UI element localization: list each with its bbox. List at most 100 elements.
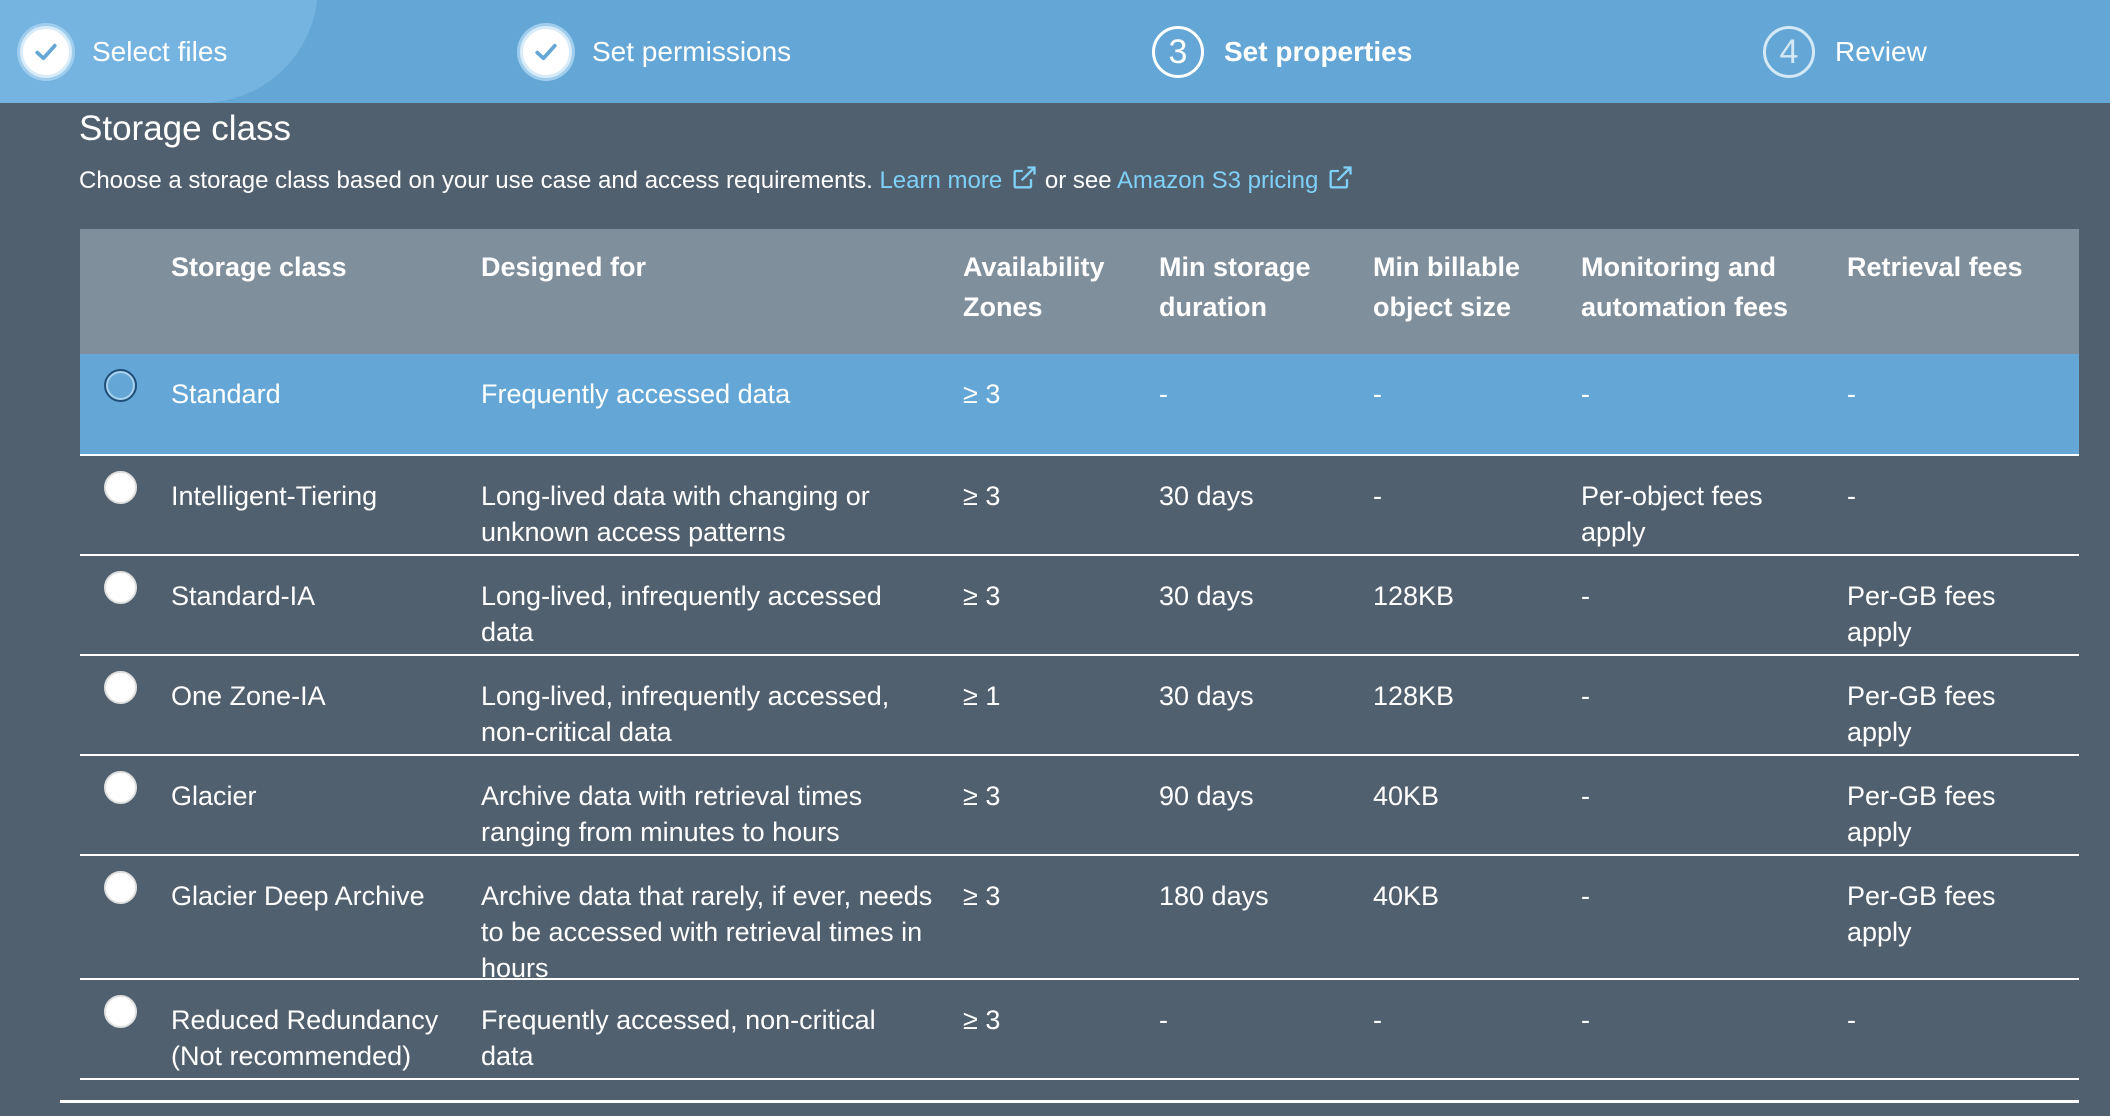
cell-line: Per-GB fees [1847, 681, 1996, 711]
cell-availability-zones: ≥ 3 [963, 781, 1001, 811]
cell-min-storage-duration: 30 days [1159, 581, 1254, 611]
cell-line: Frequently accessed data [481, 379, 791, 409]
cell-line: apply [1847, 717, 1912, 747]
cell-retrieval-fees: - [1847, 478, 1856, 514]
storage-class-radio[interactable] [104, 671, 137, 704]
cell-retrieval-fees: Per-GB fees apply [1847, 678, 1996, 750]
header-storage-class: Storage class [171, 252, 347, 282]
table-row[interactable]: Standard-IA Long-lived, infrequently acce… [80, 556, 2079, 656]
cell-min-storage-duration: 30 days [1159, 681, 1254, 711]
cell-line: non-critical data [481, 717, 672, 747]
cell-line: hours [481, 953, 549, 983]
step-select-files[interactable]: Select files [20, 25, 227, 79]
header-line: Monitoring and [1581, 252, 1776, 282]
cell-line: Per-GB fees [1847, 781, 1996, 811]
cell-line: data [481, 1041, 534, 1071]
cell-min-billable-size: - [1373, 1005, 1382, 1035]
cell-availability-zones: ≥ 3 [963, 881, 1001, 911]
cell-line: Frequently accessed, non-critical [481, 1005, 876, 1035]
cell-availability-zones: ≥ 3 [963, 481, 1001, 511]
storage-class-radio[interactable] [104, 995, 137, 1028]
step-label: Set permissions [592, 36, 792, 67]
step-label: Select files [92, 36, 228, 67]
cell-line: data [481, 617, 534, 647]
cell-line: Archive data with retrieval times [481, 781, 863, 811]
cell-min-billable-size: - [1373, 379, 1382, 409]
storage-class-radio[interactable] [104, 471, 137, 504]
header-min-billable-size: Min billable object size [1373, 247, 1520, 327]
cell-line: Per-GB fees [1847, 881, 1996, 911]
cell-retrieval-fees: - [1847, 376, 1856, 412]
step-label: Review [1835, 36, 1927, 67]
learn-more-link[interactable]: Learn more [879, 166, 1038, 194]
cell-availability-zones: ≥ 3 [963, 581, 1001, 611]
header-min-storage-duration: Min storage duration [1159, 247, 1311, 327]
step-number: 3 [1152, 26, 1204, 78]
cell-designed-for: Archive data that rarely, if ever, needs… [481, 878, 932, 986]
step-set-properties[interactable]: 3 Set properties [1152, 25, 1412, 79]
cell-line: to be accessed with retrieval times in [481, 917, 923, 947]
step-review[interactable]: 4 Review [1763, 25, 1927, 79]
cell-designed-for: Long-lived, infrequently accessed, non-cr… [481, 678, 889, 750]
header-line: Zones [963, 292, 1043, 322]
storage-class-radio[interactable] [104, 571, 137, 604]
cell-designed-for: Frequently accessed, non-critical data [481, 1002, 876, 1074]
header-line: Availability [963, 252, 1105, 282]
cell-monitoring-fees: - [1581, 376, 1590, 412]
storage-class-radio[interactable] [104, 871, 137, 904]
cell-line: - [1847, 1005, 1856, 1035]
cell-line: Glacier [171, 781, 257, 811]
check-icon [520, 26, 572, 78]
cell-line: - [1847, 481, 1856, 511]
cell-line: - [1581, 379, 1590, 409]
header-monitoring-fees: Monitoring and automation fees [1581, 247, 1788, 327]
cell-storage-class: One Zone-IA [171, 678, 326, 714]
table-row[interactable]: Glacier Archive data with retrieval times… [80, 756, 2079, 856]
table-row[interactable]: Intelligent-Tiering Long-lived data with … [80, 456, 2079, 556]
table-row[interactable]: One Zone-IA Long-lived, infrequently acce… [80, 656, 2079, 756]
cell-min-storage-duration: - [1159, 379, 1168, 409]
header-line: automation fees [1581, 292, 1789, 322]
wizard-progress: Select files Set permissions 3 Set prope… [0, 0, 2110, 103]
header-designed-for: Designed for [481, 252, 647, 282]
cell-designed-for: Frequently accessed data [481, 376, 790, 412]
cell-line: - [1581, 581, 1590, 611]
cell-monitoring-fees: Per-object fees apply [1581, 478, 1763, 550]
external-link-icon [1013, 166, 1036, 189]
cell-designed-for: Long-lived, infrequently accessed data [481, 578, 882, 650]
cell-line: Glacier Deep Archive [171, 881, 425, 911]
cell-retrieval-fees: Per-GB fees apply [1847, 578, 1996, 650]
section-description: Choose a storage class based on your use… [79, 164, 1354, 195]
header-line: Min storage [1159, 252, 1311, 282]
header-availability-zones: Availability Zones [963, 247, 1105, 327]
cell-line: ranging from minutes to hours [481, 817, 840, 847]
cell-storage-class: Glacier Deep Archive [171, 878, 425, 914]
storage-class-radio[interactable] [104, 771, 137, 804]
cell-min-storage-duration: 90 days [1159, 781, 1254, 811]
cell-line: Long-lived data with changing or [481, 481, 870, 511]
storage-class-table: Storage class Designed for Availability … [80, 229, 2079, 1080]
cell-line: - [1847, 379, 1856, 409]
s3-pricing-link[interactable]: Amazon S3 pricing [1117, 166, 1354, 194]
cell-line: - [1581, 1005, 1590, 1035]
cell-monitoring-fees: - [1581, 1002, 1590, 1038]
cell-line: Per-GB fees [1847, 581, 1996, 611]
cell-line: apply [1847, 917, 1912, 947]
learn-more-label: Learn more [879, 167, 1003, 194]
header-line: Min billable [1373, 252, 1521, 282]
step-label: Set properties [1224, 36, 1413, 67]
table-row[interactable]: Glacier Deep Archive Archive data that ra… [80, 856, 2079, 983]
cell-min-storage-duration: 30 days [1159, 481, 1254, 511]
cell-line: (Not recommended) [171, 1041, 412, 1071]
cell-monitoring-fees: - [1581, 878, 1590, 914]
storage-class-radio[interactable] [104, 369, 137, 402]
cell-storage-class: Standard-IA [171, 578, 315, 614]
cell-min-storage-duration: - [1159, 1005, 1168, 1035]
table-row[interactable]: Standard Frequently accessed data ≥ 3 - - - - [80, 354, 2079, 456]
table-row[interactable]: Reduced Redundancy (Not recommended) Frequ… [80, 980, 2079, 1080]
cell-line: Standard-IA [171, 581, 316, 611]
external-link-icon [1329, 166, 1353, 189]
cell-retrieval-fees: - [1847, 1002, 1856, 1038]
cell-availability-zones: ≥ 1 [963, 681, 1001, 711]
step-set-permissions[interactable]: Set permissions [520, 25, 791, 79]
